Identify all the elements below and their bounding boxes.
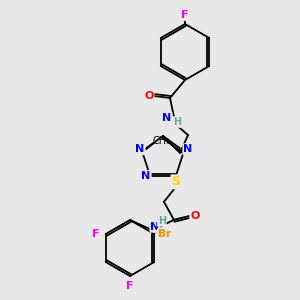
Text: N: N [162,113,172,123]
Text: N: N [183,144,193,154]
Text: H: H [173,117,181,127]
Text: N: N [150,222,160,232]
Text: Br: Br [158,229,171,239]
Text: O: O [144,91,154,101]
Text: N: N [141,171,151,181]
Text: O: O [190,211,200,221]
Text: F: F [181,10,189,20]
Text: H: H [158,216,166,226]
Text: N: N [136,144,145,154]
Text: F: F [126,281,134,291]
Text: S: S [171,175,180,188]
Text: CH₃: CH₃ [152,136,170,146]
Text: F: F [92,229,100,239]
